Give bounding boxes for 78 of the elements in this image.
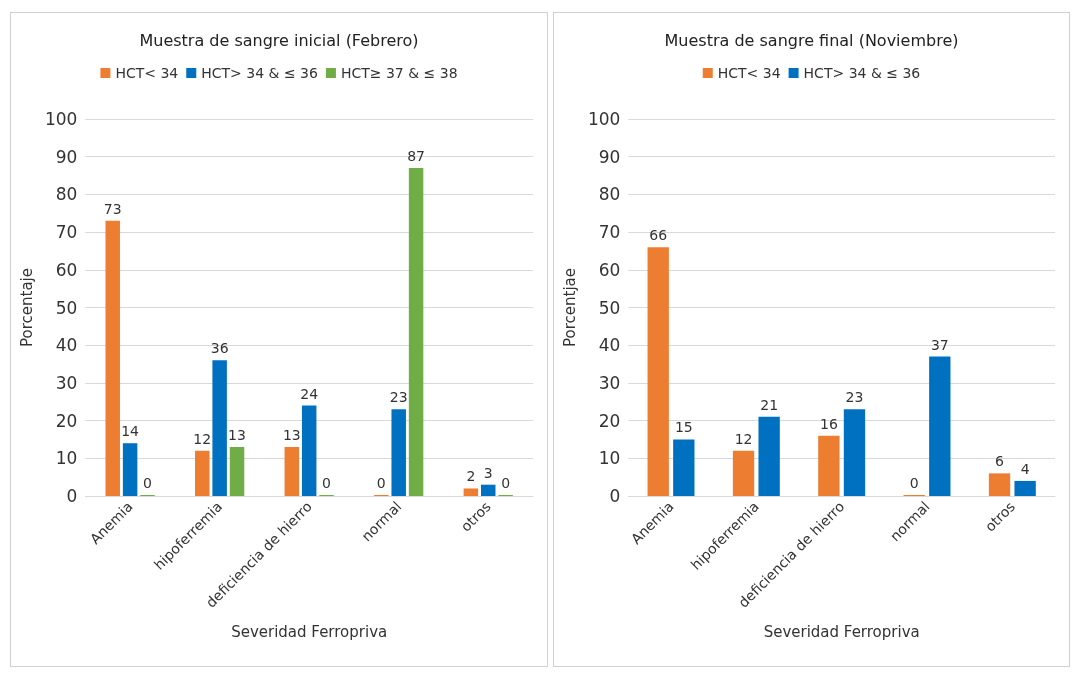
- data-label: 2: [466, 468, 476, 485]
- chart-title: Muestra de sangre inicial (Febrero): [139, 30, 419, 50]
- y-tick-label: 40: [598, 335, 621, 356]
- x-axis-title: Severidad Ferropriva: [763, 622, 920, 641]
- y-tick-label: 20: [55, 410, 78, 431]
- y-tick-label: 30: [598, 372, 621, 393]
- data-label: 12: [734, 430, 753, 447]
- data-label: 66: [649, 227, 668, 244]
- data-label: 0: [909, 475, 919, 491]
- data-label: 3: [483, 464, 493, 481]
- data-label: 15: [674, 419, 693, 436]
- data-label: 13: [228, 426, 246, 443]
- y-tick-label: 0: [66, 486, 78, 506]
- y-tick-label: 50: [55, 297, 78, 318]
- bar: [463, 488, 479, 496]
- bar: [673, 439, 695, 496]
- y-tick-label: 90: [55, 146, 78, 167]
- bar: [105, 220, 120, 496]
- data-label: 23: [845, 389, 864, 406]
- bar: [284, 446, 300, 496]
- y-tick-label: 80: [598, 184, 621, 205]
- y-tick-label: 70: [598, 222, 621, 243]
- bar: [758, 416, 780, 496]
- legend-label: HCT< 34: [115, 65, 179, 81]
- data-label: 87: [407, 148, 425, 165]
- x-axis-title: Severidad Ferropriva: [231, 622, 388, 641]
- data-label: 12: [193, 430, 212, 447]
- y-tick-label: 90: [598, 146, 621, 167]
- data-label: 0: [322, 475, 332, 491]
- y-tick-label: 60: [55, 259, 78, 280]
- bar: [732, 450, 755, 496]
- y-tick-label: 80: [55, 184, 78, 205]
- data-label: 73: [103, 200, 122, 217]
- bar: [229, 446, 245, 496]
- bar: [301, 405, 317, 496]
- bar: [408, 168, 424, 496]
- bar: [195, 450, 210, 496]
- legend-label: HCT> 34 & ≤ 36: [803, 65, 921, 81]
- bar: [843, 409, 866, 496]
- y-tick-label: 20: [598, 410, 621, 431]
- data-label: 6: [995, 453, 1005, 470]
- legend-label: HCT< 34: [717, 65, 781, 81]
- y-tick-label: 10: [598, 448, 621, 469]
- data-label: 0: [376, 475, 386, 491]
- data-label: 14: [121, 423, 140, 440]
- bar: [1014, 480, 1036, 496]
- data-label: 21: [760, 396, 779, 413]
- y-tick-label: 50: [598, 297, 621, 318]
- data-label: 13: [282, 426, 301, 443]
- data-label: 0: [143, 475, 152, 491]
- y-tick-label: 100: [44, 109, 78, 129]
- bar: [818, 435, 840, 496]
- data-label: 23: [389, 389, 408, 406]
- y-tick-label: 0: [609, 486, 621, 506]
- data-label: 36: [210, 340, 229, 357]
- data-label: 0: [501, 475, 511, 491]
- data-label: 16: [819, 415, 838, 432]
- data-label: 4: [1020, 460, 1030, 477]
- y-tick-label: 60: [598, 259, 621, 280]
- data-label: 24: [300, 385, 319, 402]
- legend-label: HCT≥ 37 & ≤ 38: [340, 65, 458, 81]
- bar: [647, 247, 669, 496]
- y-tick-label: 30: [55, 372, 78, 393]
- bar: [391, 409, 406, 496]
- y-tick-label: 10: [55, 448, 78, 469]
- bar: [988, 473, 1011, 496]
- y-tick-label: 100: [587, 109, 621, 129]
- y-axis-title: Porcentjae: [560, 268, 579, 347]
- y-tick-label: 70: [55, 222, 78, 243]
- bar: [929, 356, 951, 496]
- bar: [480, 484, 496, 496]
- legend-label: HCT> 34 & ≤ 36: [201, 65, 319, 81]
- y-tick-label: 40: [55, 335, 78, 356]
- chart-title: Muestra de sangre final (Noviembre): [664, 30, 959, 50]
- bar: [212, 360, 227, 496]
- y-axis-title: Porcentaje: [17, 268, 36, 347]
- data-label: 37: [930, 336, 949, 353]
- bar: [122, 443, 138, 496]
